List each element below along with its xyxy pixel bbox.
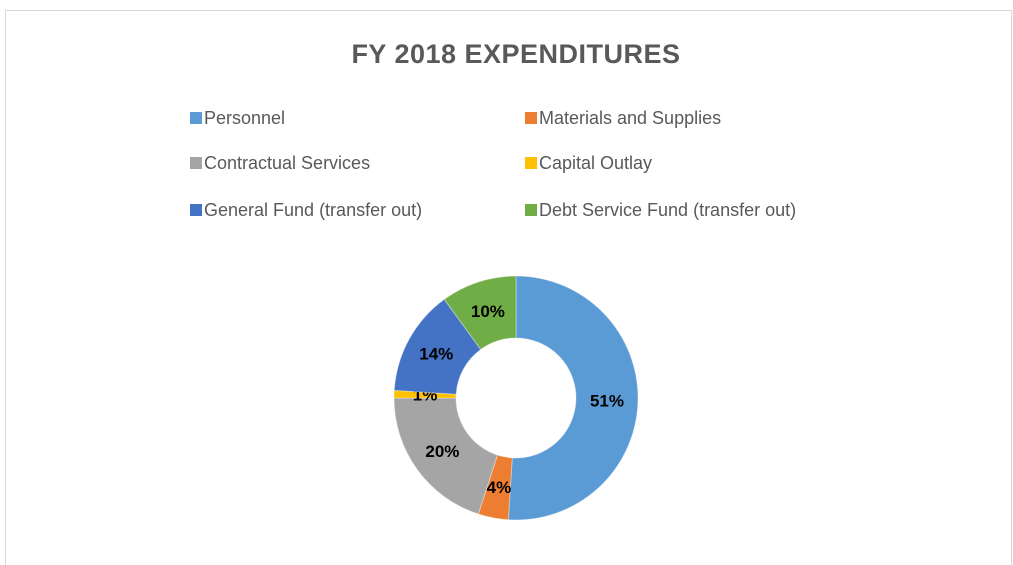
legend-label: Materials and Supplies [539,108,721,128]
data-label: 14% [419,345,453,364]
donut-slice [393,397,499,515]
legend-swatch [525,112,537,124]
chart-title: FY 2018 EXPENDITURES [351,39,680,69]
legend-swatch [525,204,537,216]
donut-slice [477,454,513,521]
legend-swatch [190,157,202,169]
legend-label: Capital Outlay [539,153,652,173]
data-label: 20% [425,442,459,461]
donut-slice [393,389,457,399]
legend-swatch [525,157,537,169]
legend-label: Contractual Services [204,153,370,173]
donut-slice [507,275,639,521]
donut-slice [393,298,482,395]
legend-swatch [190,112,202,124]
data-label: 4% [487,478,512,497]
legend-label: Debt Service Fund (transfer out) [539,200,796,220]
data-label: 10% [471,302,505,321]
data-label: 51% [590,391,624,410]
legend-label: Personnel [204,108,285,128]
legend-label: General Fund (transfer out) [204,200,422,220]
donut-slice [443,275,517,351]
legend-swatch [190,204,202,216]
